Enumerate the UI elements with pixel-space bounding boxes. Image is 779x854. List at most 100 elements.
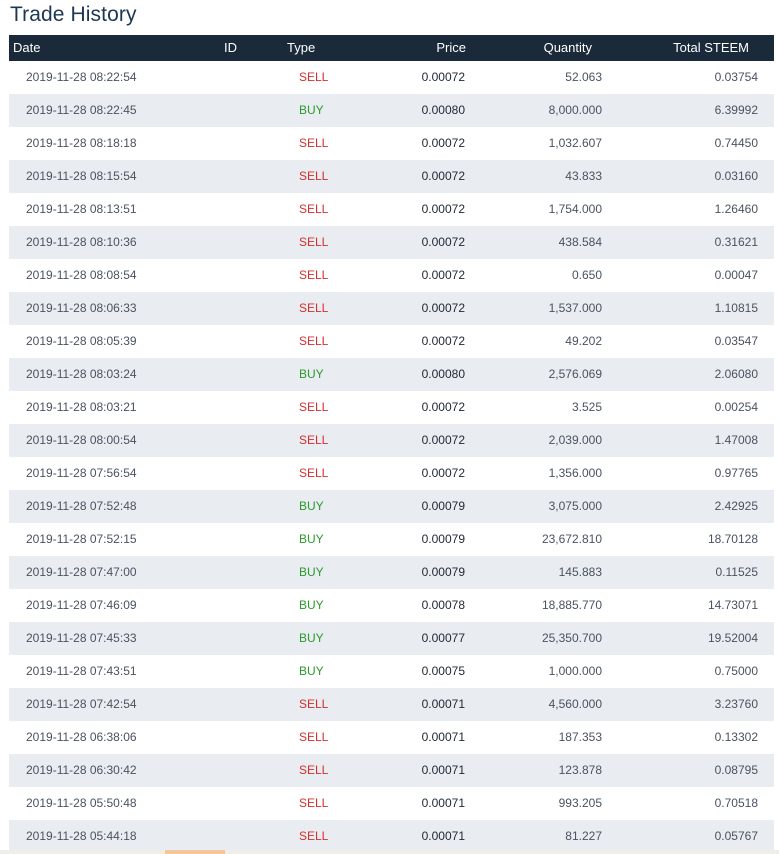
trade-type: BUY: [299, 532, 324, 546]
trade-price: 0.00080: [421, 103, 465, 117]
column-header-type[interactable]: Type: [287, 40, 316, 55]
trade-total: 6.39992: [714, 103, 758, 117]
table-row: 2019-11-28 08:06:33 SELL 0.00072 1,537.000 1…: [9, 292, 774, 325]
trade-date: 2019-11-28 08:03:21: [26, 400, 137, 414]
page-title: Trade History: [10, 3, 137, 26]
trade-date: 2019-11-28 07:56:54: [26, 466, 137, 480]
trade-date: 2019-11-28 06:30:42: [26, 763, 137, 777]
scrollbar-thumb[interactable]: [165, 850, 225, 854]
trade-date: 2019-11-28 07:46:09: [26, 598, 137, 612]
trade-quantity: 187.353: [558, 730, 602, 744]
trade-quantity: 8,000.000: [548, 103, 602, 117]
column-header-quantity[interactable]: Quantity: [543, 40, 592, 55]
trade-quantity: 123.878: [558, 763, 602, 777]
trade-date: 2019-11-28 05:50:48: [26, 796, 137, 810]
trade-price: 0.00071: [421, 796, 465, 810]
trade-date: 2019-11-28 08:10:36: [26, 235, 137, 249]
trade-date: 2019-11-28 07:47:00: [26, 565, 137, 579]
trade-quantity: 4,560.000: [548, 697, 602, 711]
trade-type: SELL: [299, 334, 329, 348]
trade-quantity: 25,350.700: [541, 631, 602, 645]
trade-quantity: 52.063: [565, 70, 602, 84]
column-header-date[interactable]: Date: [13, 40, 41, 55]
trade-type: SELL: [299, 268, 329, 282]
trade-price: 0.00072: [421, 202, 465, 216]
trade-total: 3.23760: [714, 697, 758, 711]
trade-quantity: 81.227: [565, 829, 602, 843]
table-row: 2019-11-28 07:43:51 BUY 0.00075 1,000.000 0.…: [9, 655, 774, 688]
trade-type: SELL: [299, 301, 329, 315]
column-header-total[interactable]: Total STEEM: [673, 40, 749, 55]
table-row: 2019-11-28 07:56:54 SELL 0.00072 1,356.000 0…: [9, 457, 774, 490]
trade-price: 0.00079: [421, 499, 465, 513]
trade-date: 2019-11-28 08:13:51: [26, 202, 137, 216]
trade-quantity: 18,885.770: [541, 598, 602, 612]
table-row: 2019-11-28 08:18:18 SELL 0.00072 1,032.607 0…: [9, 127, 774, 160]
table-row: 2019-11-28 07:42:54 SELL 0.00071 4,560.000 3…: [9, 688, 774, 721]
trade-date: 2019-11-28 07:52:48: [26, 499, 137, 513]
trade-quantity: 43.833: [565, 169, 602, 183]
trade-type: SELL: [299, 70, 329, 84]
trade-type: BUY: [299, 598, 324, 612]
table-row: 2019-11-28 07:46:09 BUY 0.00078 18,885.770 1…: [9, 589, 774, 622]
trade-price: 0.00071: [421, 697, 465, 711]
trade-price: 0.00072: [421, 301, 465, 315]
table-row: 2019-11-28 08:22:45 BUY 0.00080 8,000.000 6.…: [9, 94, 774, 127]
trade-total: 0.03160: [714, 169, 758, 183]
trade-total: 0.31621: [714, 235, 758, 249]
trade-total: 2.06080: [714, 367, 758, 381]
trade-quantity: 438.584: [558, 235, 602, 249]
trade-total: 0.70518: [714, 796, 758, 810]
table-row: 2019-11-28 06:38:06 SELL 0.00071 187.353 0.1…: [9, 721, 774, 754]
trade-date: 2019-11-28 07:45:33: [26, 631, 137, 645]
trade-total: 1.10815: [714, 301, 758, 315]
trade-price: 0.00071: [421, 763, 465, 777]
trade-price: 0.00071: [421, 829, 465, 843]
trade-quantity: 1,754.000: [548, 202, 602, 216]
trade-date: 2019-11-28 08:05:39: [26, 334, 137, 348]
trade-type: SELL: [299, 466, 329, 480]
trade-type: BUY: [299, 499, 324, 513]
table-row: 2019-11-28 08:22:54 SELL 0.00072 52.063 0.03…: [9, 61, 774, 94]
horizontal-scrollbar[interactable]: [0, 850, 779, 854]
trade-date: 2019-11-28 08:08:54: [26, 268, 137, 282]
trade-price: 0.00072: [421, 169, 465, 183]
trade-date: 2019-11-28 08:00:54: [26, 433, 137, 447]
trade-quantity: 0.650: [571, 268, 602, 282]
trade-date: 2019-11-28 07:42:54: [26, 697, 137, 711]
trade-type: BUY: [299, 103, 324, 117]
table-row: 2019-11-28 08:10:36 SELL 0.00072 438.584 0.3…: [9, 226, 774, 259]
trade-type: BUY: [299, 367, 324, 381]
trade-total: 0.13302: [714, 730, 758, 744]
trade-type: SELL: [299, 400, 329, 414]
table-row: 2019-11-28 06:30:42 SELL 0.00071 123.878 0.0…: [9, 754, 774, 787]
trade-type: BUY: [299, 664, 324, 678]
column-header-id[interactable]: ID: [224, 40, 237, 55]
trade-total: 0.97765: [714, 466, 758, 480]
trade-quantity: 23,672.810: [541, 532, 602, 546]
trade-quantity: 993.205: [558, 796, 602, 810]
trade-type: SELL: [299, 763, 329, 777]
trade-date: 2019-11-28 08:18:18: [26, 136, 137, 150]
trade-total: 2.42925: [714, 499, 758, 513]
trade-date: 2019-11-28 08:22:54: [26, 70, 137, 84]
trade-date: 2019-11-28 06:38:06: [26, 730, 137, 744]
table-row: 2019-11-28 08:03:21 SELL 0.00072 3.525 0.002…: [9, 391, 774, 424]
trade-price: 0.00072: [421, 433, 465, 447]
trade-type: SELL: [299, 433, 329, 447]
table-row: 2019-11-28 08:15:54 SELL 0.00072 43.833 0.03…: [9, 160, 774, 193]
trade-total: 18.70128: [707, 532, 758, 546]
trade-price: 0.00079: [421, 532, 465, 546]
trade-type: SELL: [299, 829, 329, 843]
table-row: 2019-11-28 07:52:15 BUY 0.00079 23,672.810 1…: [9, 523, 774, 556]
trade-date: 2019-11-28 08:03:24: [26, 367, 137, 381]
trade-quantity: 3,075.000: [548, 499, 602, 513]
column-header-price[interactable]: Price: [436, 40, 466, 55]
table-row: 2019-11-28 07:47:00 BUY 0.00079 145.883 0.11…: [9, 556, 774, 589]
trade-price: 0.00075: [421, 664, 465, 678]
trade-price: 0.00072: [421, 466, 465, 480]
trade-price: 0.00072: [421, 400, 465, 414]
trade-quantity: 49.202: [565, 334, 602, 348]
trade-total: 0.11525: [715, 565, 759, 579]
table-header: Date ID Type Price Quantity Total STEEM: [9, 35, 774, 61]
